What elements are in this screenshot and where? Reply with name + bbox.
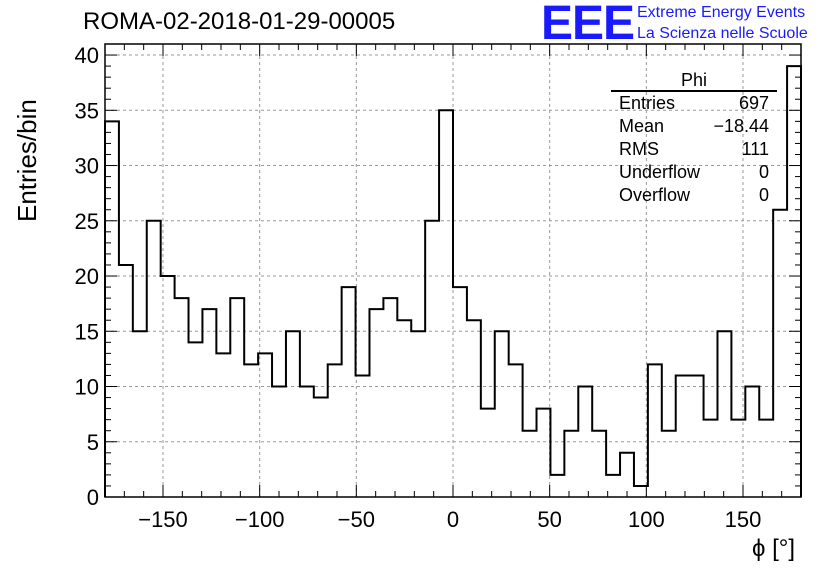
y-tick-label: 25 — [75, 209, 99, 234]
stats-value: 697 — [738, 93, 769, 113]
x-tick-label: −50 — [338, 507, 375, 532]
stats-box: Phi Entries 697 Mean −18.44 RMS 111 Unde… — [611, 70, 777, 207]
stats-row-underflow: Underflow 0 — [611, 161, 777, 184]
x-tick-label: 50 — [537, 507, 561, 532]
x-axis-label: ϕ [°] — [752, 535, 796, 562]
stats-row-mean: Mean −18.44 — [611, 115, 777, 138]
stats-label: RMS — [619, 139, 659, 159]
logo-text: Extreme Energy Events La Scienza nelle S… — [637, 2, 808, 44]
y-tick-label: 20 — [75, 264, 99, 289]
x-tick-label: 100 — [628, 507, 665, 532]
stats-value: −18.44 — [713, 116, 769, 136]
stats-row-overflow: Overflow 0 — [611, 184, 777, 207]
stats-value: 111 — [741, 139, 769, 159]
stats-label: Overflow — [619, 185, 691, 205]
stats-row-entries: Entries 697 — [611, 92, 777, 115]
stats-header: Phi — [611, 70, 777, 92]
y-tick-label: 15 — [75, 319, 99, 344]
logo-line-2: La Scienza nelle Scuole — [637, 25, 808, 42]
stats-label: Underflow — [619, 162, 701, 182]
histogram-outline — [104, 65, 802, 497]
eee-logo: EEE — [541, 0, 635, 50]
stats-label: Entries — [619, 93, 676, 113]
x-tick-label: 150 — [725, 507, 762, 532]
y-tick-label: 10 — [75, 375, 99, 400]
stats-row-rms: RMS 111 — [611, 138, 777, 161]
x-tick-label: 0 — [447, 507, 459, 532]
y-tick-label: 40 — [75, 43, 99, 68]
y-axis-label: Entries/bin — [12, 99, 42, 222]
y-tick-label: 35 — [75, 98, 99, 123]
x-tick-label: −150 — [138, 507, 188, 532]
y-tick-label: 30 — [75, 154, 99, 179]
chart-title: ROMA-02-2018-01-29-00005 — [83, 8, 396, 35]
stats-value: 0 — [758, 185, 769, 205]
x-tick-label: −100 — [235, 507, 285, 532]
y-tick-label: 5 — [87, 430, 99, 455]
stats-label: Mean — [619, 116, 665, 136]
stats-value: 0 — [758, 162, 769, 182]
y-tick-label: 0 — [87, 485, 99, 510]
logo-line-1: Extreme Energy Events — [637, 4, 806, 21]
